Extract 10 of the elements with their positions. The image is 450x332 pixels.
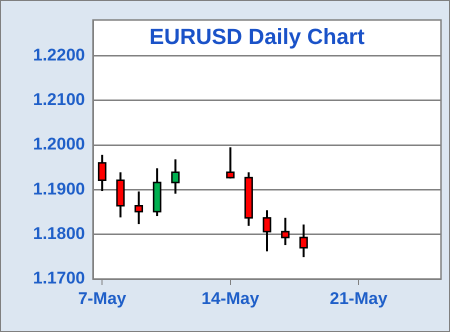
y-tick-label: 1.2200 — [33, 45, 85, 64]
y-tick-label: 1.1800 — [33, 224, 85, 244]
y-tick-label: 1.1900 — [33, 179, 85, 198]
x-tick-label: 21-May — [330, 288, 388, 308]
chart-title: EURUSD Daily Chart — [149, 24, 366, 50]
y-tick-label: 1.1700 — [33, 268, 85, 288]
y-tick-label: 1.2000 — [33, 134, 85, 154]
x-tick-label: 14-May — [202, 288, 260, 308]
y-tick-label: 1.2100 — [33, 90, 85, 110]
x-tick-label: 7-May — [78, 288, 127, 308]
